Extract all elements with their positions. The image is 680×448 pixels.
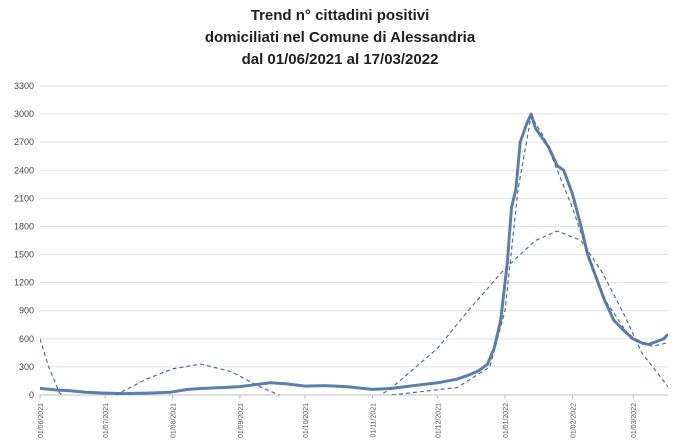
y-tick-label: 600: [19, 334, 34, 344]
chart-title-line-2: domiciliati nel Comune di Alessandria: [204, 29, 476, 46]
x-tick-label: 01/01/2022: [503, 403, 510, 438]
trend-line-2: [391, 115, 668, 395]
y-tick-label: 900: [19, 306, 34, 316]
chart-title-line-3: dal 01/06/2021 al 17/03/2022: [241, 51, 439, 68]
y-tick-label: 1500: [14, 250, 34, 260]
x-tick-label: 01/11/2021: [370, 403, 377, 438]
y-tick-label: 3300: [14, 81, 34, 91]
x-tick-label: 01/03/2022: [631, 403, 638, 438]
x-tick-label: 01/12/2021: [436, 403, 443, 438]
y-tick-label: 0: [29, 390, 34, 400]
x-tick-label: 01/08/2021: [171, 403, 178, 438]
y-tick-label: 1800: [14, 221, 34, 231]
y-tick-label: 300: [19, 362, 34, 372]
trend-line-1: [40, 230, 668, 395]
x-tick-label: 01/10/2021: [303, 403, 310, 438]
chart-title-line-1: Trend n° cittadini positivi: [250, 7, 430, 24]
y-tick-label: 3000: [14, 109, 34, 119]
x-tick-label: 01/09/2021: [238, 403, 245, 438]
y-tick-label: 2700: [14, 137, 34, 147]
series-line: [40, 112, 668, 395]
x-tick-label: 01/06/2021: [38, 403, 45, 438]
x-tick-label: 01/02/2022: [570, 403, 577, 438]
y-tick-label: 2400: [14, 165, 34, 175]
y-tick-label: 1200: [14, 278, 34, 288]
y-tick-label: 2100: [14, 193, 34, 203]
x-tick-label: 01/07/2021: [103, 403, 110, 438]
